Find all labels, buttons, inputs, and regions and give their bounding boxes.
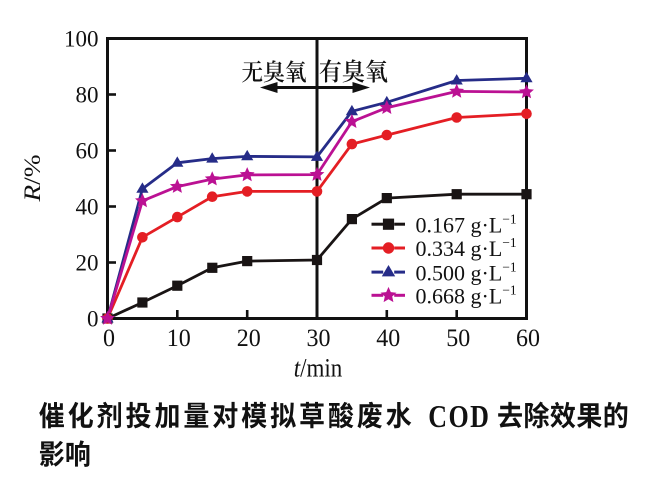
svg-text:0: 0	[87, 307, 99, 332]
svg-text:20: 20	[237, 324, 261, 352]
svg-text:0: 0	[103, 324, 115, 352]
svg-text:40: 40	[376, 324, 400, 352]
svg-text:60: 60	[76, 139, 99, 164]
svg-text:60: 60	[516, 324, 540, 352]
svg-text:0.500 g·L−1: 0.500 g·L−1	[416, 259, 517, 285]
svg-text:40: 40	[76, 195, 99, 220]
svg-text:100: 100	[64, 27, 99, 52]
svg-text:0.668 g·L−1: 0.668 g·L−1	[416, 283, 517, 309]
svg-text:0.334 g·L−1: 0.334 g·L−1	[416, 235, 517, 261]
svg-text:30: 30	[307, 324, 331, 352]
svg-text:0.167 g·L−1: 0.167 g·L−1	[416, 211, 517, 237]
svg-text:50: 50	[446, 324, 470, 352]
svg-text:COD: COD	[428, 400, 490, 435]
svg-text:80: 80	[76, 83, 99, 108]
svg-text:10: 10	[167, 324, 191, 352]
svg-text:R/%: R/%	[20, 154, 45, 202]
svg-text:20: 20	[76, 251, 99, 276]
svg-text:t/min: t/min	[294, 354, 343, 383]
